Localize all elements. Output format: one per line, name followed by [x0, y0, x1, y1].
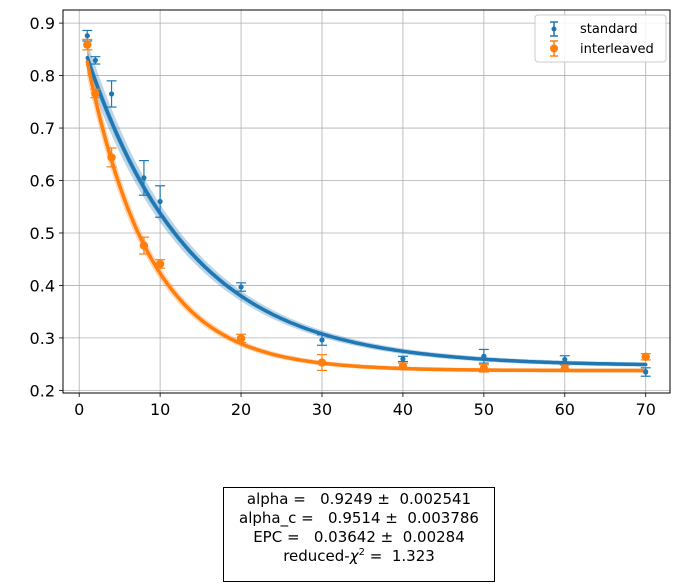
legend-entry-standard: standard: [550, 21, 638, 37]
point-interleaved: [155, 259, 166, 269]
point-standard: [397, 355, 408, 363]
grid-lines: [63, 10, 670, 393]
point-standard: [155, 185, 166, 218]
point-standard: [90, 56, 101, 65]
point-standard: [106, 80, 117, 108]
plot-frame: [62, 9, 671, 394]
x-tick-label: 0: [74, 400, 84, 419]
point-interleaved: [640, 352, 651, 361]
point-interleaved: [316, 354, 327, 372]
rb-plot: 0 10 20 30 40 50 60 700.20.30.40.50.60.70.80.9 …: [30, 9, 671, 419]
x-tick-label: 60: [555, 400, 575, 419]
y-tick-label: 0.9: [30, 14, 55, 33]
legend-frame: [534, 14, 667, 63]
y-tick-label: 0.4: [30, 276, 55, 295]
fit-band-interleaved: [87, 46, 646, 373]
result-epc: EPC = 0.03642 ± 0.00284: [253, 528, 465, 546]
result-reduced-chi2: reduced-χ2 = 1.323: [224, 547, 494, 566]
y-tick-label: 0.8: [30, 67, 55, 86]
fit-band-inner-standard: [87, 50, 646, 366]
fit-curves: [85, 55, 648, 373]
fit-curve-standard: [85, 55, 648, 367]
point-interleaved: [478, 364, 489, 373]
y-tick-label: 0.5: [30, 224, 55, 243]
x-tick-label: 50: [474, 400, 494, 419]
x-tick-label: 30: [312, 400, 332, 419]
point-interleaved: [236, 333, 247, 344]
point-standard: [236, 282, 247, 292]
point-interleaved: [90, 88, 101, 99]
fit-curve-interleaved: [85, 60, 648, 373]
chi-symbol: χ: [349, 547, 359, 565]
fit-bands: [87, 41, 646, 373]
point-interleaved: [397, 362, 408, 371]
point-standard: [559, 355, 570, 364]
fit-band-inner-interleaved: [87, 54, 646, 372]
fit-band-standard: [87, 41, 646, 367]
fit-results-box: alpha = 0.9249 ± 0.002541 alpha_c = 0.951…: [223, 487, 495, 582]
y-tick-label: 0.2: [30, 381, 55, 400]
axis-ticks: 0 10 20 30 40 50 60 70 0.2 0.3 0.4 0.5 0.6 0.7 0.8 0.9: [30, 14, 656, 419]
point-interleaved: [106, 147, 117, 168]
y-tick-label: 0.7: [30, 119, 55, 138]
chi2-superscript: 2: [358, 547, 365, 558]
legend-entry-interleaved: interleaved: [550, 40, 654, 57]
legend-label-standard: standard: [580, 22, 638, 37]
chi2-prefix: reduced-: [283, 547, 350, 565]
x-tick-label: 20: [231, 400, 251, 419]
data-points: [82, 29, 651, 377]
result-alpha-c: alpha_c = 0.9514 ± 0.003786: [239, 509, 479, 527]
point-interleaved: [138, 236, 149, 255]
point-standard: [640, 367, 651, 377]
point-standard: [478, 348, 489, 364]
legend-label-interleaved: interleaved: [580, 42, 654, 57]
point-interleaved: [82, 38, 93, 51]
result-alpha: alpha = 0.9249 ± 0.002541: [246, 490, 472, 508]
chi2-value: = 1.323: [364, 547, 435, 565]
y-tick-label: 0.6: [30, 172, 55, 191]
point-interleaved: [559, 364, 570, 373]
point-standard: [316, 334, 327, 346]
x-tick-label: 70: [636, 400, 656, 419]
point-standard: [138, 159, 149, 196]
x-tick-label: 40: [393, 400, 413, 419]
legend: standard interleaved: [534, 14, 667, 63]
y-tick-label: 0.3: [30, 329, 55, 348]
x-tick-label: 10: [150, 400, 170, 419]
